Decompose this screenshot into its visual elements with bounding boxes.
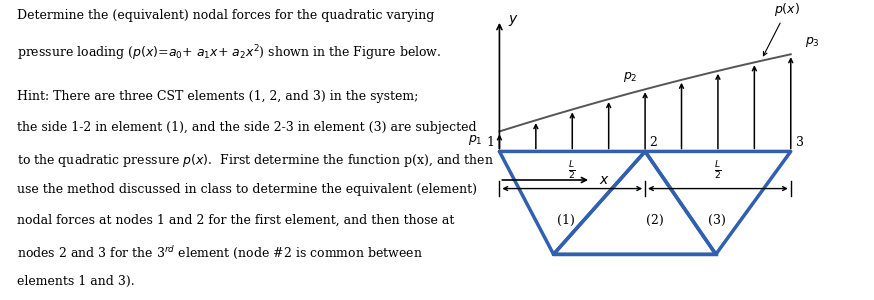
Text: nodal forces at nodes 1 and 2 for the first element, and then those at: nodal forces at nodes 1 and 2 for the fi… [17, 214, 454, 226]
Text: Determine the (equivalent) nodal forces for the quadratic varying: Determine the (equivalent) nodal forces … [17, 9, 435, 22]
Text: (1): (1) [557, 214, 575, 226]
Text: use the method discussed in class to determine the equivalent (element): use the method discussed in class to det… [17, 183, 477, 196]
Text: 3: 3 [795, 136, 804, 149]
Text: Hint: There are three CST elements (1, 2, and 3) in the system;: Hint: There are three CST elements (1, 2… [17, 90, 419, 103]
Text: $\frac{L}{2}$: $\frac{L}{2}$ [568, 160, 576, 182]
Text: 1: 1 [487, 136, 495, 149]
Text: $y$: $y$ [508, 13, 518, 28]
Text: elements 1 and 3).: elements 1 and 3). [17, 275, 135, 288]
Text: $p_2$: $p_2$ [623, 70, 638, 84]
Text: (2): (2) [646, 214, 663, 226]
Text: $p(x)$: $p(x)$ [764, 1, 801, 56]
Text: pressure loading ($p(x)$=$a_0$+ $a_1x$+ $a_2x^2$) shown in the Figure below.: pressure loading ($p(x)$=$a_0$+ $a_1x$+ … [17, 44, 442, 63]
Text: the side 1-2 in element (1), and the side 2-3 in element (3) are subjected: the side 1-2 in element (1), and the sid… [17, 121, 477, 134]
Text: to the quadratic pressure $p(x)$.  First determine the function p(x), and then: to the quadratic pressure $p(x)$. First … [17, 152, 494, 169]
Text: 2: 2 [649, 136, 657, 149]
Text: $p_3$: $p_3$ [805, 34, 820, 49]
Text: nodes 2 and 3 for the 3$^{rd}$ element (node #2 is common between: nodes 2 and 3 for the 3$^{rd}$ element (… [17, 244, 423, 262]
Text: $x$: $x$ [600, 173, 610, 187]
Text: (3): (3) [708, 214, 726, 226]
Text: $\frac{L}{2}$: $\frac{L}{2}$ [714, 160, 722, 182]
Text: $p_1$: $p_1$ [468, 134, 482, 147]
